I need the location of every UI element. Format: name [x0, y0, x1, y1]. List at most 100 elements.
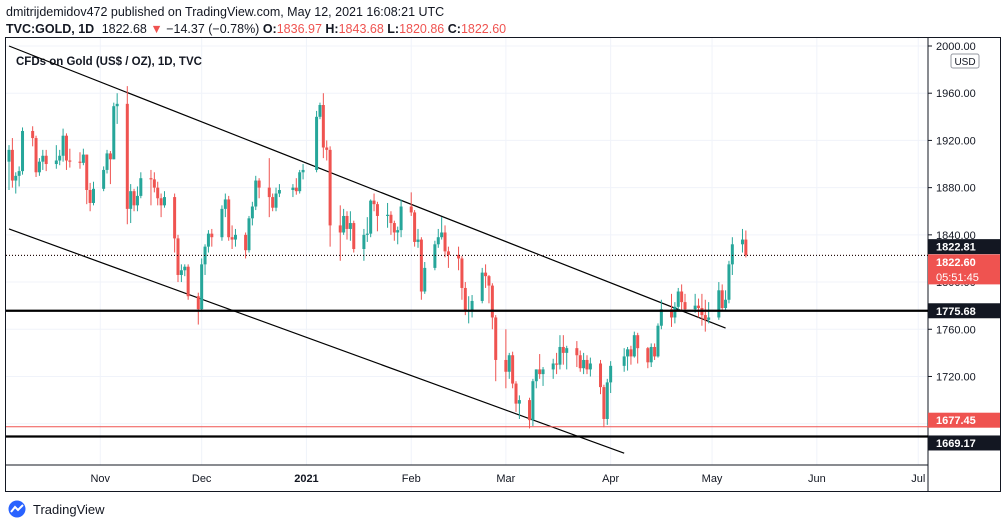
chart-title: CFDs on Gold (US$ / OZ), 1D, TVC: [16, 56, 202, 68]
candle-body: [338, 225, 342, 233]
candle-body: [112, 106, 116, 160]
candle-body: [494, 317, 498, 360]
candle-body: [463, 287, 467, 311]
candle-body: [588, 363, 592, 370]
candle-body: [676, 291, 680, 307]
candle-body: [511, 355, 515, 384]
candle-body: [115, 103, 119, 107]
chart-frame[interactable]: 2000.001960.001920.001880.001840.001800.…: [5, 37, 1001, 492]
candle-body: [490, 285, 494, 318]
candle-body: [720, 290, 724, 309]
candle-body: [541, 369, 545, 375]
candle-body: [629, 349, 633, 357]
candle-body: [244, 234, 248, 251]
candle-body: [585, 359, 589, 370]
candle-body: [223, 199, 227, 209]
candle-body: [179, 270, 183, 275]
candle-body: [162, 197, 166, 206]
candle-body: [173, 197, 177, 239]
candle-body: [480, 272, 484, 301]
candle-body: [345, 215, 349, 229]
x-tick-label: Jun: [808, 473, 826, 485]
price-chart[interactable]: 2000.001960.001920.001880.001840.001800.…: [6, 38, 1000, 491]
candle-body: [740, 239, 744, 245]
candle-body: [538, 369, 542, 375]
tradingview-logo-icon: [8, 500, 26, 518]
candle-body: [152, 179, 156, 188]
candle-body: [227, 199, 231, 238]
candle-body: [697, 305, 701, 309]
candle-body: [210, 233, 214, 238]
candle-body: [301, 169, 305, 173]
candle-body: [206, 233, 210, 247]
high-label: H:: [325, 22, 339, 36]
candle-body: [92, 188, 96, 203]
open-label: O:: [262, 22, 277, 36]
candle-body: [440, 232, 444, 238]
candle-body: [375, 204, 379, 216]
currency-badge: [950, 53, 980, 69]
open-value: 1836.97: [276, 22, 322, 36]
price-tag: [928, 239, 1000, 255]
candle-body: [315, 116, 319, 170]
candle-body: [409, 206, 413, 213]
candle-body: [139, 178, 143, 196]
candle-body: [626, 349, 630, 357]
candle-body: [517, 400, 521, 404]
candle-body: [220, 208, 224, 238]
candle-body: [582, 359, 586, 369]
candle-body: [680, 291, 684, 303]
footer: TradingView: [6, 500, 105, 518]
candle-body: [257, 180, 261, 188]
candle-body: [460, 258, 464, 288]
y-tick-label: 1840.00: [936, 230, 976, 242]
candle-body: [250, 206, 254, 219]
candle-body: [14, 175, 18, 181]
candle-body: [419, 239, 423, 292]
trend-line: [8, 45, 726, 329]
candle-body: [649, 346, 653, 363]
candle-body: [318, 105, 322, 117]
candle-body: [159, 198, 163, 206]
candle-body: [41, 155, 45, 162]
candle-body: [203, 246, 207, 265]
candle-body: [230, 237, 234, 240]
candle-body: [372, 200, 376, 205]
candle-body: [88, 189, 92, 203]
candle-body: [129, 191, 133, 209]
candle-body: [484, 272, 488, 277]
close-value: 1822.60: [460, 22, 507, 36]
candle-body: [277, 189, 281, 194]
candle-body: [156, 187, 160, 199]
candle-body: [528, 400, 532, 421]
x-tick-label: Feb: [402, 473, 421, 485]
candle-body: [348, 223, 352, 229]
publisher-line: dmitrijdemidov472 published on TradingVi…: [6, 5, 445, 19]
candle-body: [730, 244, 734, 265]
candle-body: [21, 130, 25, 172]
candle-body: [413, 212, 417, 242]
price-tag-label: 1822.81: [936, 242, 976, 254]
candle-body: [233, 234, 237, 240]
x-tick-label: Apr: [602, 473, 619, 485]
candle-body: [183, 266, 187, 271]
countdown-label: 05:51:45: [936, 272, 979, 284]
y-tick-label: 1960.00: [936, 88, 976, 100]
candle-body: [108, 153, 112, 160]
candle-body: [703, 315, 707, 320]
last-price: 1822.68: [101, 22, 147, 36]
candle-body: [717, 290, 721, 318]
candle-body: [81, 154, 85, 163]
candle-body: [470, 300, 474, 311]
candle-body: [298, 172, 302, 192]
chart-header: dmitrijdemidov472 published on TradingVi…: [6, 4, 506, 38]
candle-body: [37, 161, 41, 173]
candle-body: [504, 359, 508, 372]
candle-body: [605, 382, 609, 419]
candle-body: [727, 264, 731, 300]
candle-body: [58, 155, 62, 161]
candle-body: [669, 309, 673, 318]
candle-body: [683, 302, 687, 310]
candle-body: [551, 363, 555, 370]
candle-body: [555, 363, 559, 365]
